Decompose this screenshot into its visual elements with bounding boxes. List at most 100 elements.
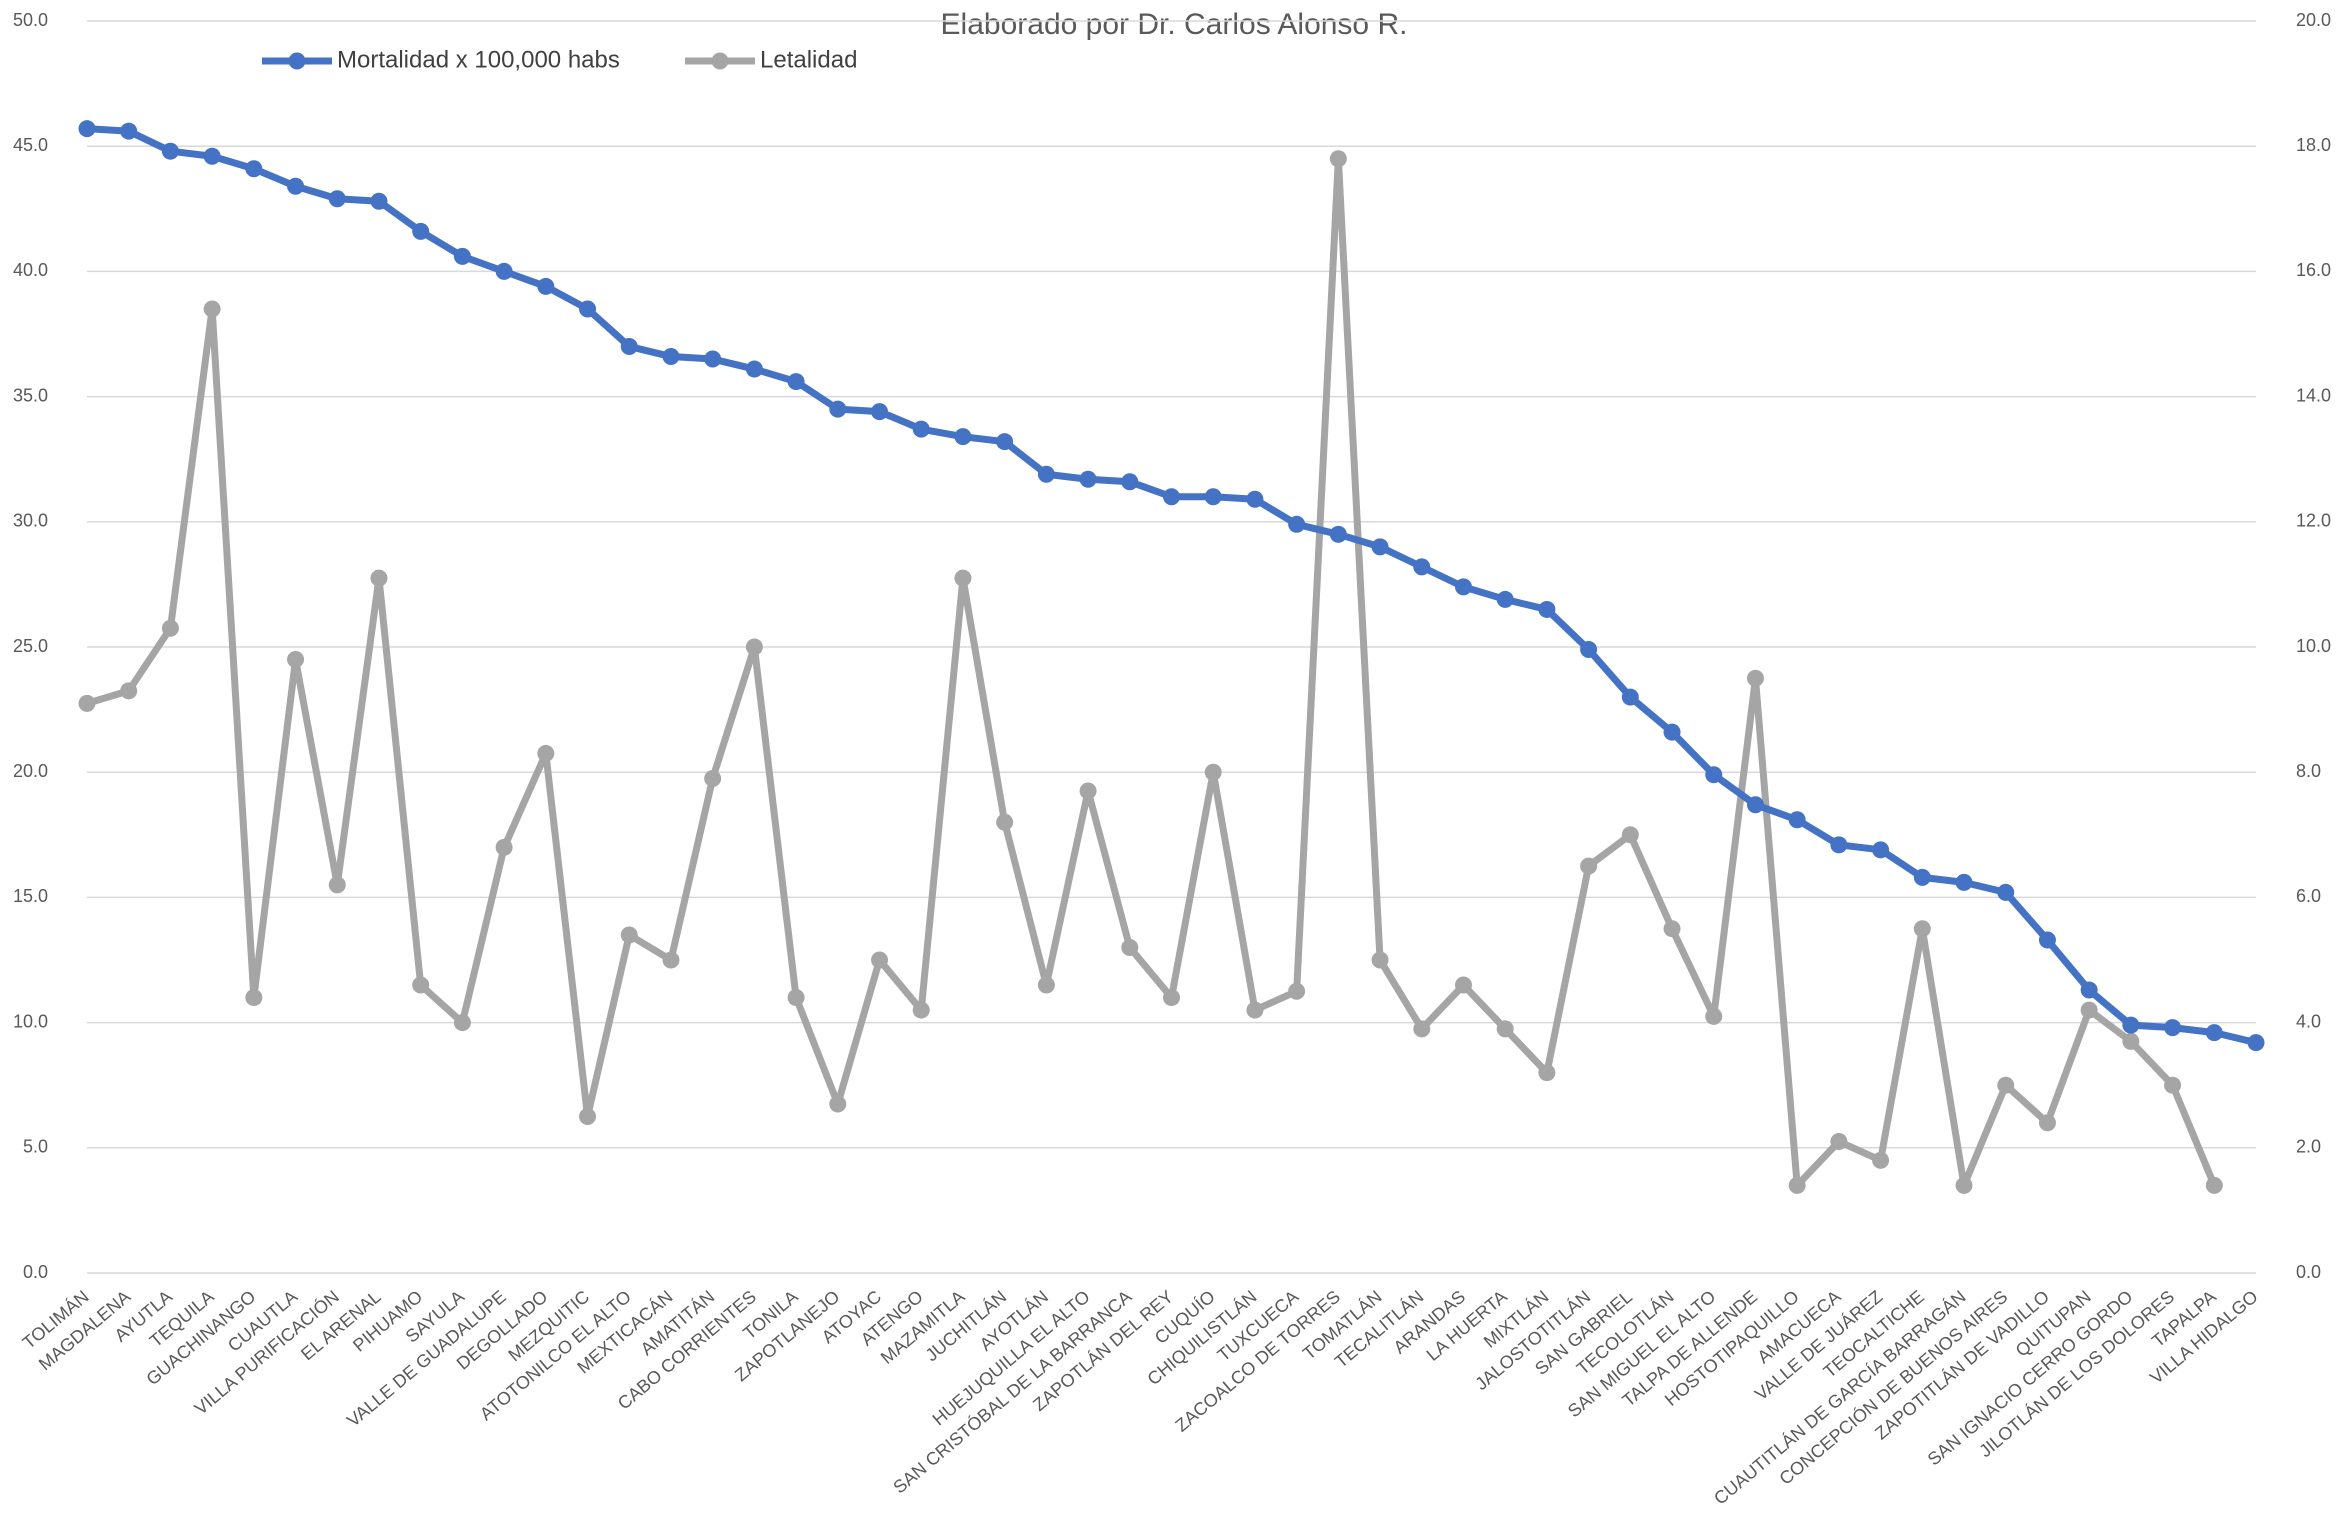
point: [78, 694, 96, 712]
y2-tick-label: 6.0: [2296, 886, 2321, 906]
point: [537, 277, 555, 295]
point: [370, 569, 388, 587]
point: [1037, 976, 1055, 994]
point: [579, 1108, 597, 1125]
point: [161, 142, 179, 160]
point: [2080, 981, 2098, 999]
point: [912, 1001, 930, 1019]
y2-tick-label: 16.0: [2296, 260, 2331, 280]
point: [704, 350, 722, 368]
point: [1204, 763, 1222, 781]
point: [1413, 1020, 1431, 1038]
point: [1663, 723, 1681, 741]
point: [1580, 857, 1598, 875]
point: [161, 619, 179, 637]
point: [620, 926, 638, 944]
point: [1329, 525, 1347, 543]
point: [453, 1014, 471, 1032]
point: [871, 403, 889, 421]
point: [287, 177, 305, 195]
point: [287, 651, 305, 669]
point: [1746, 669, 1764, 687]
point: [412, 222, 430, 240]
point: [996, 433, 1014, 451]
y2-tick-label: 0.0: [2296, 1262, 2321, 1282]
point: [1580, 641, 1598, 659]
point: [2164, 1076, 2182, 1094]
point: [1830, 1133, 1848, 1151]
y-tick-label: 15.0: [13, 886, 48, 906]
point: [2038, 931, 2056, 949]
point: [120, 122, 138, 140]
point: [2164, 1019, 2182, 1037]
point: [2122, 1016, 2140, 1034]
legend-label: Letalidad: [760, 46, 857, 73]
point: [1288, 515, 1306, 533]
point: [954, 569, 972, 587]
y-tick-label: 35.0: [13, 385, 48, 405]
point: [1705, 1007, 1723, 1025]
point: [1246, 490, 1264, 508]
point: [662, 951, 680, 969]
point: [1788, 811, 1806, 829]
point: [954, 428, 972, 446]
point: [1413, 558, 1431, 576]
point: [2247, 1034, 2265, 1052]
point: [1872, 841, 1890, 859]
point: [1121, 938, 1139, 956]
point: [996, 813, 1014, 831]
legend-marker: [711, 52, 729, 70]
point: [2205, 1176, 2223, 1194]
point: [1079, 470, 1097, 488]
y-tick-label: 45.0: [13, 135, 48, 155]
y-tick-label: 30.0: [13, 511, 48, 531]
point: [2038, 1114, 2056, 1132]
point: [453, 247, 471, 265]
legend-label: Mortalidad x 100,000 habs: [337, 46, 620, 73]
point: [704, 769, 722, 787]
point: [1913, 920, 1931, 938]
point: [495, 838, 513, 856]
point: [1496, 590, 1514, 608]
y2-tick-label: 4.0: [2296, 1011, 2321, 1031]
point: [1371, 538, 1389, 556]
point: [1955, 873, 1973, 891]
point: [1663, 920, 1681, 938]
point: [1454, 578, 1472, 596]
y-tick-label: 50.0: [13, 10, 48, 30]
point: [1496, 1020, 1514, 1038]
legend-marker: [288, 52, 306, 70]
point: [662, 348, 680, 366]
point: [328, 190, 346, 208]
series-line: [85, 155, 2218, 1189]
point: [829, 1095, 847, 1113]
point: [2080, 1001, 2098, 1019]
y2-tick-label: 2.0: [2296, 1137, 2321, 1157]
point: [620, 338, 638, 356]
point: [1371, 951, 1389, 969]
chart-subtitle: Elaborado por Dr. Carlos Alonso R.: [941, 8, 1408, 41]
point: [787, 373, 805, 391]
point: [1121, 473, 1139, 491]
point: [1913, 868, 1931, 886]
point: [1538, 600, 1556, 618]
point: [1538, 1064, 1556, 1082]
point: [579, 300, 597, 318]
y2-tick-label: 14.0: [2296, 385, 2331, 405]
point: [745, 638, 763, 656]
y-tick-label: 25.0: [13, 636, 48, 656]
point: [1037, 465, 1055, 483]
point: [1830, 836, 1848, 854]
y2-tick-label: 8.0: [2296, 761, 2321, 781]
point: [120, 682, 138, 700]
point: [787, 989, 805, 1007]
point: [1955, 1176, 1973, 1194]
point: [912, 420, 930, 438]
point: [537, 744, 555, 762]
y-tick-label: 5.0: [23, 1137, 48, 1157]
point: [1288, 982, 1306, 1000]
point: [1204, 488, 1222, 506]
point: [1746, 796, 1764, 814]
point: [495, 262, 513, 280]
